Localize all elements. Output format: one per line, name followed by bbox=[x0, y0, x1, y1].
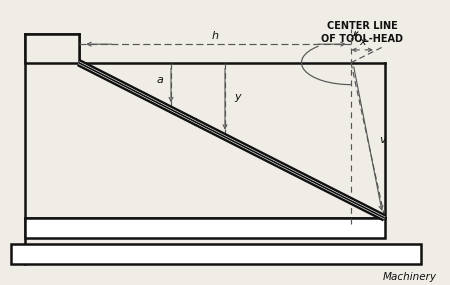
Text: x: x bbox=[359, 37, 365, 47]
Text: h: h bbox=[212, 31, 218, 41]
Text: v: v bbox=[379, 135, 386, 145]
Text: b: b bbox=[194, 118, 200, 128]
Text: Machinery: Machinery bbox=[382, 272, 436, 282]
Polygon shape bbox=[25, 218, 385, 238]
Text: y: y bbox=[234, 92, 241, 102]
Text: a: a bbox=[156, 76, 163, 86]
Polygon shape bbox=[11, 244, 421, 264]
Polygon shape bbox=[25, 34, 79, 63]
Text: CENTER LINE
OF TOOL-HEAD: CENTER LINE OF TOOL-HEAD bbox=[321, 21, 403, 44]
